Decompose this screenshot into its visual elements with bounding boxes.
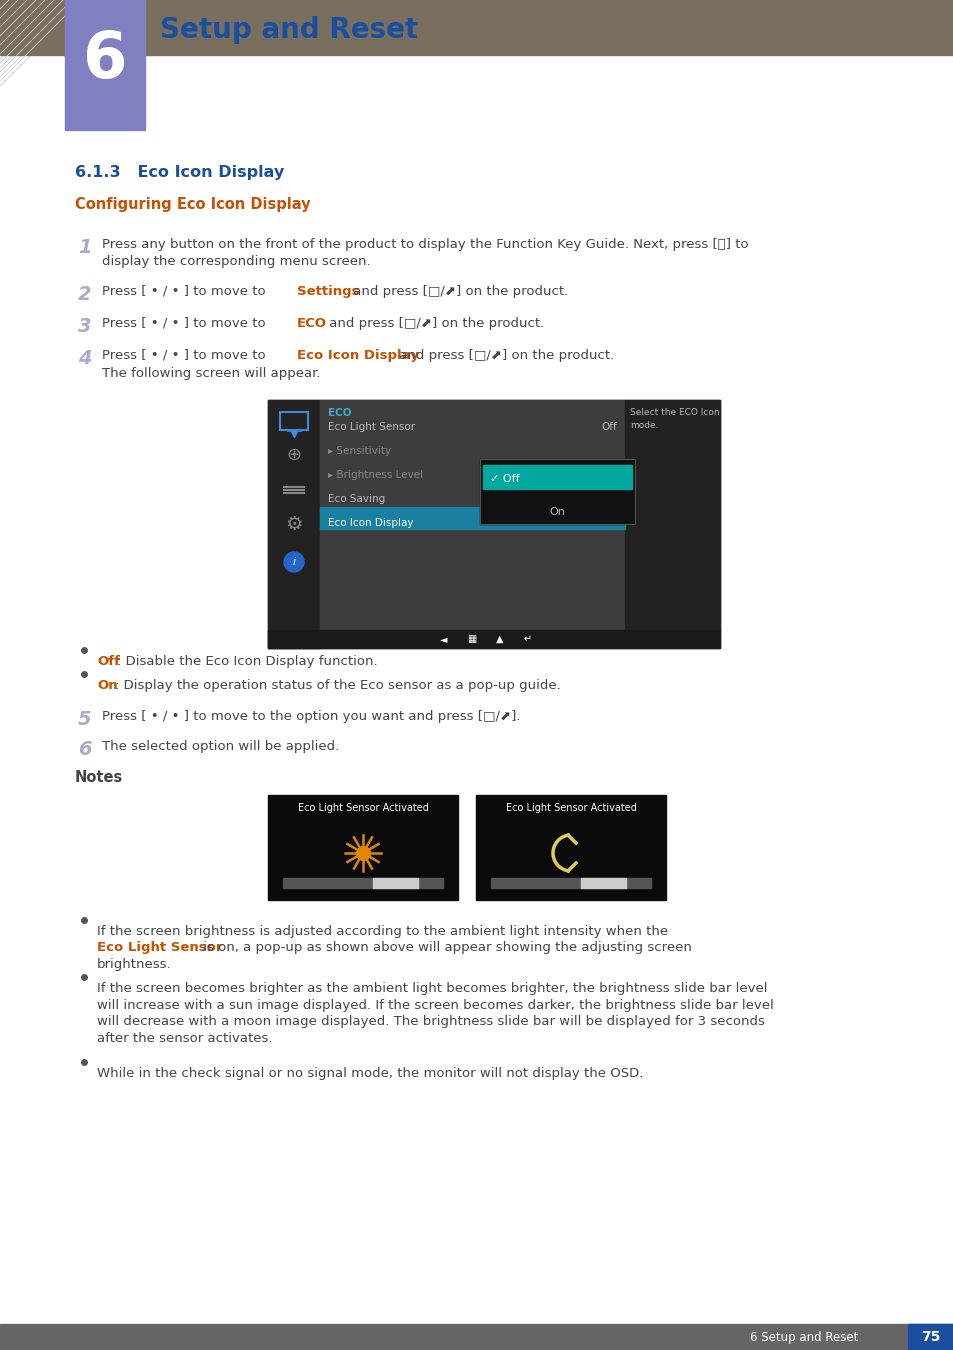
Bar (479, 459, 635, 524)
Bar (268, 795, 457, 900)
Text: Select the ECO Icon
mode.: Select the ECO Icon mode. (629, 408, 719, 429)
Text: ▸ Brightness Level: ▸ Brightness Level (328, 470, 423, 481)
Text: Press any button on the front of the product to display the Function Key Guide. : Press any button on the front of the pro… (102, 238, 748, 251)
Text: will decrease with a moon image displayed. The brightness slide bar will be disp: will decrease with a moon image displaye… (97, 1015, 764, 1027)
Bar (65, 0, 145, 130)
Bar (580, 878, 625, 888)
Text: On: On (549, 508, 565, 517)
Text: 6: 6 (83, 28, 127, 90)
Text: 6.1.3   Eco Icon Display: 6.1.3 Eco Icon Display (75, 165, 284, 180)
Bar (907, 1324, 953, 1350)
Text: Notes: Notes (75, 769, 123, 784)
Text: will increase with a sun image displayed. If the screen becomes darker, the brig: will increase with a sun image displayed… (97, 999, 773, 1011)
Circle shape (284, 552, 304, 572)
Text: Settings: Settings (296, 285, 359, 298)
Text: ◄: ◄ (439, 634, 447, 644)
Text: ⚙: ⚙ (285, 516, 302, 535)
Text: 5: 5 (78, 710, 91, 729)
Text: ECO: ECO (328, 408, 351, 418)
Text: 75: 75 (921, 1330, 940, 1345)
Text: i: i (293, 558, 295, 567)
Text: If the screen brightness is adjusted according to the ambient light intensity wh: If the screen brightness is adjusted acc… (97, 925, 667, 938)
Text: Eco Light Sensor: Eco Light Sensor (328, 423, 415, 432)
Text: 4: 4 (78, 350, 91, 369)
Text: 1: 1 (78, 238, 91, 256)
Bar (476, 795, 665, 900)
Bar (268, 400, 319, 648)
Bar (373, 878, 417, 888)
Bar (0, 0, 953, 55)
Text: and press [□/⬈] on the product.: and press [□/⬈] on the product. (395, 350, 614, 362)
Text: brightness.: brightness. (97, 958, 172, 971)
Text: Off: Off (97, 655, 120, 668)
Text: and press [□/⬈] on the product.: and press [□/⬈] on the product. (325, 317, 543, 329)
Text: is on, a pop-up as shown above will appear showing the adjusting screen: is on, a pop-up as shown above will appe… (199, 941, 691, 954)
Bar (319, 508, 624, 529)
Bar (482, 464, 631, 489)
Text: Eco Icon Display: Eco Icon Display (328, 518, 413, 528)
Text: Eco Light Sensor Activated: Eco Light Sensor Activated (505, 803, 636, 813)
Text: Setup and Reset: Setup and Reset (160, 16, 417, 45)
Bar (479, 459, 635, 524)
Text: Configuring Eco Icon Display: Configuring Eco Icon Display (75, 197, 311, 212)
Text: and press [□/⬈] on the product.: and press [□/⬈] on the product. (349, 285, 568, 298)
Text: ▸ Sensitivity: ▸ Sensitivity (328, 446, 391, 456)
Text: ▦: ▦ (467, 634, 476, 644)
Text: Press [ • / • ] to move to: Press [ • / • ] to move to (102, 285, 270, 298)
Text: display the corresponding menu screen.: display the corresponding menu screen. (102, 255, 370, 269)
Text: : Disable the Eco Icon Display function.: : Disable the Eco Icon Display function. (117, 655, 377, 668)
Bar (268, 400, 720, 648)
Bar (0, 1324, 953, 1350)
Text: While in the check signal or no signal mode, the monitor will not display the OS: While in the check signal or no signal m… (97, 1066, 642, 1080)
Text: Press [ • / • ] to move to: Press [ • / • ] to move to (102, 350, 270, 362)
Text: ECO: ECO (296, 317, 327, 329)
Text: after the sensor activates.: after the sensor activates. (97, 1031, 273, 1045)
Text: Eco Icon Display: Eco Icon Display (296, 350, 418, 362)
Text: If the screen becomes brighter as the ambient light becomes brighter, the bright: If the screen becomes brighter as the am… (97, 981, 767, 995)
Bar (283, 878, 442, 888)
Bar (319, 400, 624, 630)
Bar (268, 630, 720, 648)
Text: Press [ • / • ] to move to: Press [ • / • ] to move to (102, 317, 270, 329)
Text: ▲: ▲ (496, 634, 503, 644)
Text: Press [ • / • ] to move to the option you want and press [□/⬈].: Press [ • / • ] to move to the option yo… (102, 710, 520, 724)
Bar (491, 878, 650, 888)
Bar (624, 400, 720, 630)
Text: Eco Light Sensor Activated: Eco Light Sensor Activated (297, 803, 428, 813)
Text: 6 Setup and Reset: 6 Setup and Reset (749, 1331, 858, 1343)
Text: ↵: ↵ (523, 634, 532, 644)
Text: 3: 3 (78, 317, 91, 336)
Text: The selected option will be applied.: The selected option will be applied. (102, 740, 339, 753)
Text: Off: Off (600, 423, 617, 432)
Text: : Display the operation status of the Eco sensor as a pop-up guide.: : Display the operation status of the Ec… (115, 679, 560, 693)
Text: 2: 2 (78, 285, 91, 304)
Text: ⊕: ⊕ (286, 446, 301, 464)
Text: Eco Saving: Eco Saving (328, 494, 385, 504)
Text: The following screen will appear.: The following screen will appear. (102, 367, 320, 379)
Text: ✓ Off: ✓ Off (490, 474, 519, 485)
Text: 6: 6 (78, 740, 91, 759)
Text: On: On (97, 679, 117, 693)
Bar (280, 412, 308, 431)
Text: Eco Light Sensor: Eco Light Sensor (97, 941, 222, 954)
